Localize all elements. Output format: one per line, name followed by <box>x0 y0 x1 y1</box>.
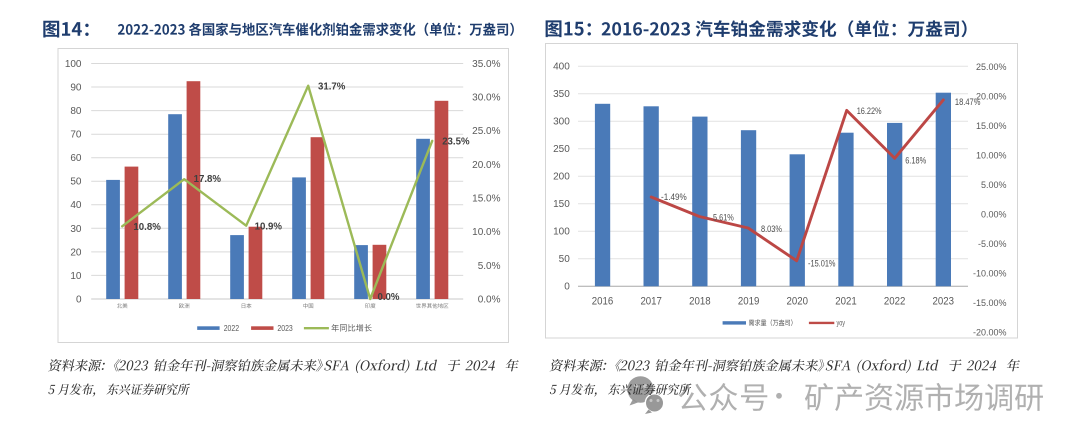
svg-text:15.0%: 15.0% <box>472 194 500 205</box>
svg-text:80: 80 <box>70 106 82 117</box>
svg-text:5.0%: 5.0% <box>478 261 501 272</box>
svg-text:70: 70 <box>70 130 82 141</box>
svg-text:25.00%: 25.00% <box>976 62 1007 72</box>
svg-text:17.8%: 17.8% <box>194 174 222 185</box>
svg-text:-15.01%: -15.01% <box>808 258 836 268</box>
svg-text:2023: 2023 <box>277 323 293 333</box>
svg-text:0: 0 <box>564 282 570 293</box>
svg-text:25.0%: 25.0% <box>472 126 500 137</box>
svg-text:2021: 2021 <box>835 295 857 307</box>
svg-text:100: 100 <box>65 59 82 70</box>
svg-text:5.61%: 5.61% <box>713 212 734 222</box>
svg-text:23.5%: 23.5% <box>442 137 470 148</box>
svg-text:6.18%: 6.18% <box>905 155 926 165</box>
svg-text:10.0%: 10.0% <box>472 227 500 238</box>
svg-text:50: 50 <box>559 254 571 265</box>
svg-text:350: 350 <box>553 89 570 100</box>
svg-text:40: 40 <box>70 200 82 211</box>
svg-text:8.03%: 8.03% <box>761 224 782 234</box>
svg-text:30.0%: 30.0% <box>472 93 500 104</box>
svg-text:10.00%: 10.00% <box>976 151 1007 161</box>
svg-text:-10.00%: -10.00% <box>973 268 1007 278</box>
svg-text:150: 150 <box>553 199 570 210</box>
svg-text:2020: 2020 <box>787 295 809 307</box>
svg-text:50: 50 <box>70 177 82 188</box>
svg-text:400: 400 <box>553 62 570 73</box>
svg-text:-20.00%: -20.00% <box>973 327 1007 337</box>
svg-text:200: 200 <box>553 172 570 183</box>
svg-text:10.8%: 10.8% <box>133 222 161 233</box>
svg-text:20.0%: 20.0% <box>472 160 500 171</box>
svg-text:60: 60 <box>70 153 82 164</box>
svg-text:250: 250 <box>553 144 570 155</box>
svg-text:90: 90 <box>70 82 82 93</box>
svg-text:2016: 2016 <box>592 295 614 307</box>
svg-text:2017: 2017 <box>640 295 662 307</box>
svg-text:0: 0 <box>76 294 82 305</box>
svg-text:300: 300 <box>553 117 570 128</box>
svg-text:20.00%: 20.00% <box>976 92 1007 102</box>
svg-text:2018: 2018 <box>689 295 711 307</box>
svg-text:5.00%: 5.00% <box>981 180 1007 190</box>
svg-text:16.22%: 16.22% <box>857 106 882 116</box>
svg-text:-1.49%: -1.49% <box>661 192 687 202</box>
svg-text:18.47%: 18.47% <box>955 97 981 107</box>
svg-text:31.7%: 31.7% <box>318 81 346 92</box>
svg-text:100: 100 <box>553 227 570 238</box>
svg-text:30: 30 <box>70 224 82 235</box>
svg-text:2019: 2019 <box>738 295 760 307</box>
svg-text:2022: 2022 <box>884 295 906 307</box>
svg-text:2022: 2022 <box>224 323 240 333</box>
svg-text:0.00%: 0.00% <box>981 209 1007 219</box>
svg-text:10: 10 <box>70 271 82 282</box>
svg-text:20: 20 <box>70 247 82 258</box>
svg-text:2023: 2023 <box>933 295 955 307</box>
svg-text:-5.00%: -5.00% <box>978 239 1007 249</box>
svg-text:15.00%: 15.00% <box>976 121 1007 131</box>
svg-text:0.0%: 0.0% <box>478 294 501 305</box>
svg-text:10.9%: 10.9% <box>255 222 283 233</box>
svg-text:35.0%: 35.0% <box>472 59 500 70</box>
svg-text:0.0%: 0.0% <box>378 292 400 303</box>
svg-text:yoy: yoy <box>837 319 846 328</box>
svg-text:-15.00%: -15.00% <box>973 298 1007 308</box>
